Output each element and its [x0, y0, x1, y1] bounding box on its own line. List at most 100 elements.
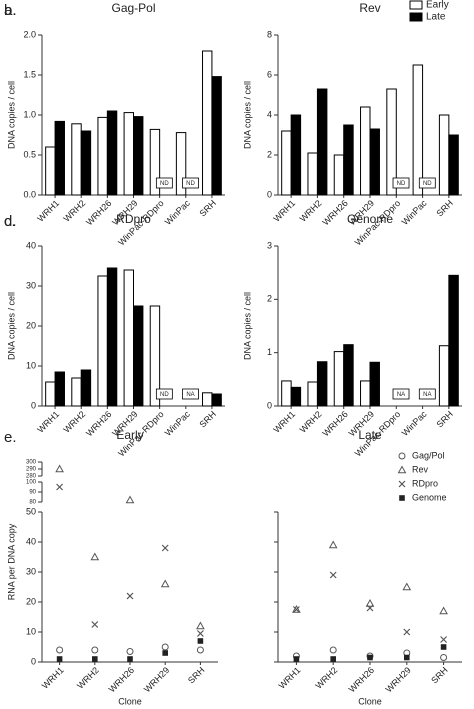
y-tick-label: 40	[26, 536, 36, 546]
chart-title: RDpro	[116, 212, 151, 226]
marker-cross	[398, 480, 406, 488]
marker-triangle	[292, 604, 301, 613]
bar	[281, 130, 292, 196]
marker-circle	[161, 643, 169, 651]
marker-square	[404, 654, 410, 661]
annotation-box	[392, 388, 410, 400]
bar	[54, 371, 65, 407]
bar	[412, 64, 424, 196]
y-tick-label: 0	[267, 189, 272, 199]
bar	[45, 146, 56, 196]
marker-cross	[292, 606, 300, 613]
annotation: ND	[423, 181, 432, 187]
marker-triangle	[365, 598, 375, 607]
annotation: ND	[160, 392, 169, 398]
y-axis-label: DNA copies / cell	[6, 292, 16, 360]
x-tick-label: WRH1	[271, 409, 297, 435]
marker-circle	[196, 646, 204, 654]
bar	[438, 114, 450, 196]
bar	[211, 393, 222, 407]
x-axis-label: Clone	[118, 696, 142, 706]
y-axis-label: RNA per DNA copy	[6, 523, 16, 600]
marker-cross	[403, 628, 411, 636]
x-tick-label: SRH	[198, 409, 219, 430]
marker-triangle	[402, 582, 412, 591]
y-tick-label: 0.5	[23, 149, 36, 159]
y-axis-label: DNA copies / cell	[242, 81, 252, 149]
bar	[333, 154, 345, 196]
panel-letter: b.	[4, 2, 17, 19]
bar	[316, 361, 328, 407]
y-tick-label: 1.5	[23, 69, 36, 79]
x-tick-label: WinPac	[400, 198, 429, 227]
bar	[54, 120, 65, 196]
annotation: ND	[397, 181, 406, 187]
y-tick-label: 10	[26, 626, 36, 636]
bar	[386, 88, 397, 196]
x-tick-label: WRH2	[75, 665, 101, 691]
y-tick-label: 2.0	[23, 29, 36, 39]
y-tick-label: 40	[26, 240, 36, 250]
bar	[45, 381, 56, 407]
x-tick-label: WRH1	[271, 198, 297, 224]
legend-label: Genome	[412, 492, 447, 502]
y-tick-label: 10	[26, 360, 36, 370]
annotation-box	[182, 177, 199, 189]
annotation: ND	[160, 181, 169, 187]
legend-label: RDpro	[412, 478, 438, 488]
marker-square	[127, 656, 133, 662]
bar	[80, 130, 92, 196]
y-tick-label: 20	[26, 320, 36, 330]
panel-letter: d.	[4, 213, 17, 230]
y-tick-label: 1.0	[23, 109, 36, 119]
chart-title: Gag-Pol	[111, 1, 155, 15]
bar	[290, 386, 302, 407]
bar	[106, 267, 118, 407]
legend-label: Early	[426, 0, 449, 11]
bar	[290, 114, 302, 196]
chart-title: Rev	[359, 1, 380, 15]
bar	[71, 377, 82, 407]
annotation-box	[418, 388, 436, 400]
bar	[149, 128, 161, 196]
annotation-box	[392, 177, 410, 189]
y-axis-label: DNA copies / cell	[242, 292, 252, 360]
y-tick-label: 1	[267, 347, 272, 357]
bar	[97, 275, 108, 407]
y-tick-label: 2	[267, 149, 272, 159]
legend-label: Late	[426, 12, 446, 23]
bar	[202, 392, 213, 407]
y-tick-label: 50	[26, 506, 36, 516]
bar	[369, 361, 380, 407]
bar	[438, 345, 450, 407]
marker-cross	[440, 636, 448, 643]
annotation: NA	[423, 392, 431, 398]
marker-triangle	[328, 540, 338, 549]
marker-square	[162, 650, 168, 656]
x-tick-label: WRH1	[277, 665, 303, 691]
annotation: NA	[397, 392, 405, 398]
x-tick-label: SRH	[434, 198, 455, 219]
marker-square	[330, 656, 336, 662]
bar	[123, 112, 134, 196]
x-tick-label: WRH26	[84, 409, 113, 438]
annotation: NA	[186, 392, 194, 398]
bar	[133, 116, 144, 196]
marker-circle	[440, 654, 448, 661]
marker-cross	[196, 630, 204, 637]
x-tick-label: WRH2	[313, 665, 339, 691]
y-tick-label: 90	[29, 490, 36, 496]
bar	[281, 380, 292, 407]
panel-letter: a.	[4, 2, 17, 19]
legend-label: Rev	[412, 464, 429, 474]
y-tick-label: 0	[31, 400, 36, 410]
annotation-box	[155, 177, 173, 189]
x-tick-label: WRH26	[320, 409, 349, 438]
y-tick-label: 0.0	[23, 189, 36, 199]
y-tick-label: 2	[267, 294, 272, 304]
chart-title: Late	[358, 428, 382, 442]
bar	[106, 110, 118, 196]
x-tick-label: WinPac	[163, 198, 192, 227]
marker-circle	[398, 452, 406, 460]
bar	[343, 124, 354, 196]
